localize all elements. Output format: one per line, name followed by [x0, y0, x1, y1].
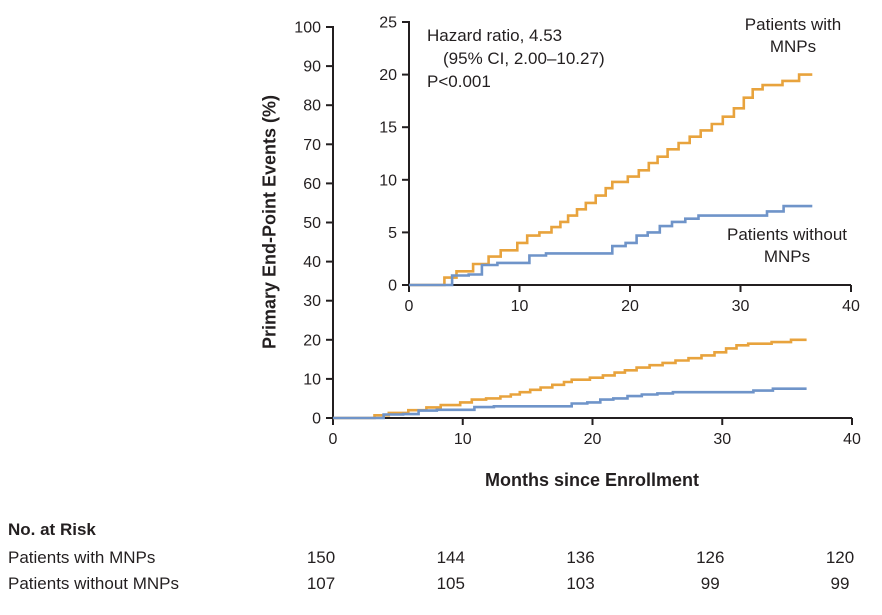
risk-table-title: No. at Risk — [8, 520, 96, 539]
annotation-line-1: Hazard ratio, 4.53 — [427, 26, 563, 45]
svg-text:20: 20 — [584, 431, 602, 448]
svg-text:30: 30 — [713, 431, 731, 448]
svg-text:30: 30 — [732, 298, 750, 315]
x-axis-label: Months since Enrollment — [484, 470, 700, 490]
svg-text:0: 0 — [329, 431, 338, 448]
svg-text:0: 0 — [312, 411, 321, 428]
hazard-ratio-annotation: Hazard ratio, 4.53 (95% CI, 2.00–10.27) … — [427, 24, 605, 93]
svg-text:5: 5 — [388, 225, 397, 242]
series-label-with-mnps: Patients with MNPs — [744, 15, 842, 56]
svg-text:20: 20 — [621, 298, 639, 315]
svg-text:10: 10 — [511, 298, 529, 315]
svg-text:0: 0 — [405, 298, 414, 315]
svg-text:10: 10 — [379, 172, 397, 189]
svg-text:0: 0 — [388, 278, 397, 295]
svg-text:60: 60 — [303, 176, 321, 193]
svg-text:15: 15 — [379, 120, 397, 137]
series-label-without-mnps: Patients without MNPs — [726, 225, 847, 266]
risk-value: 107 — [306, 574, 336, 593]
risk-row-label-with-mnps: Patients with MNPs — [8, 548, 156, 567]
svg-text:40: 40 — [842, 298, 860, 315]
y-axis-label: Primary End-Point Events (%) — [259, 94, 280, 350]
svg-text:40: 40 — [303, 254, 321, 271]
risk-value: 103 — [566, 574, 595, 593]
svg-text:20: 20 — [379, 67, 397, 84]
risk-value: 120 — [825, 548, 855, 567]
risk-value: 144 — [436, 548, 465, 567]
svg-text:10: 10 — [454, 431, 472, 448]
svg-text:70: 70 — [303, 137, 321, 154]
annotation-line-2: (95% CI, 2.00–10.27) — [443, 49, 605, 68]
svg-text:25: 25 — [379, 15, 397, 32]
svg-text:90: 90 — [303, 59, 321, 76]
risk-value: 99 — [830, 574, 850, 593]
svg-text:50: 50 — [303, 215, 321, 232]
risk-row-label-without-mnps: Patients without MNPs — [8, 574, 180, 593]
svg-text:10: 10 — [303, 371, 321, 388]
svg-text:30: 30 — [303, 293, 321, 310]
svg-text:40: 40 — [843, 431, 861, 448]
risk-value: 126 — [696, 548, 725, 567]
svg-text:20: 20 — [303, 332, 321, 349]
risk-value: 150 — [306, 548, 336, 567]
risk-value: 99 — [700, 574, 720, 593]
risk-value: 105 — [436, 574, 465, 593]
risk-value: 136 — [566, 548, 595, 567]
annotation-line-3: P<0.001 — [427, 72, 491, 91]
svg-text:80: 80 — [303, 98, 321, 115]
svg-text:100: 100 — [294, 20, 321, 37]
